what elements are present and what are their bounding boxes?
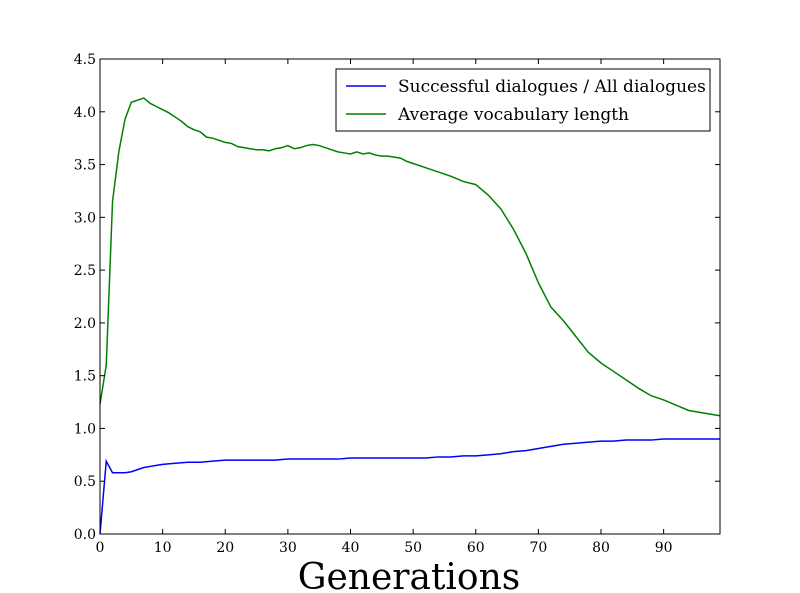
x-tick-label: 90 bbox=[655, 540, 673, 556]
x-tick-label: 0 bbox=[96, 540, 105, 556]
legend-label-average-vocabulary-length: Average vocabulary length bbox=[397, 105, 629, 125]
y-tick-label: 0.5 bbox=[74, 474, 96, 490]
legend-box bbox=[335, 68, 711, 132]
y-tick-label: 2.5 bbox=[74, 263, 96, 279]
legend-label-successful-dialogues: Successful dialogues / All dialogues bbox=[398, 77, 706, 97]
y-tick-label: 1.0 bbox=[74, 421, 96, 437]
x-tick-label: 50 bbox=[404, 540, 422, 556]
y-tick-label: 1.5 bbox=[74, 369, 96, 385]
plot-frame bbox=[99, 58, 721, 535]
x-tick-label: 70 bbox=[529, 540, 547, 556]
x-tick-label: 80 bbox=[592, 540, 610, 556]
x-axis-title: Generations bbox=[298, 557, 521, 593]
x-tick-label: 30 bbox=[279, 540, 297, 556]
x-axis: 0 10 20 30 40 50 60 70 80 90 bbox=[96, 59, 673, 556]
y-tick-label: 2.0 bbox=[74, 316, 96, 332]
y-tick-label: 3.0 bbox=[74, 210, 96, 226]
y-tick-label: 0.0 bbox=[74, 527, 96, 543]
y-tick-label: 4.5 bbox=[74, 52, 96, 68]
y-tick-label: 4.0 bbox=[74, 105, 96, 121]
y-axis: 0.0 0.5 1.0 1.5 2.0 2.5 3.0 3.5 4.0 4.5 bbox=[74, 52, 720, 543]
plot-lines bbox=[99, 97, 721, 535]
legend: Successful dialogues / All dialogues Ave… bbox=[335, 68, 711, 132]
x-tick-label: 10 bbox=[154, 540, 172, 556]
series-line-average-vocabulary-length bbox=[99, 97, 721, 417]
y-tick-label: 3.5 bbox=[74, 158, 96, 174]
x-tick-label: 20 bbox=[216, 540, 234, 556]
x-tick-label: 40 bbox=[342, 540, 360, 556]
x-tick-label: 60 bbox=[467, 540, 485, 556]
series-line-successful-dialogues-all-dialogues bbox=[99, 438, 720, 535]
